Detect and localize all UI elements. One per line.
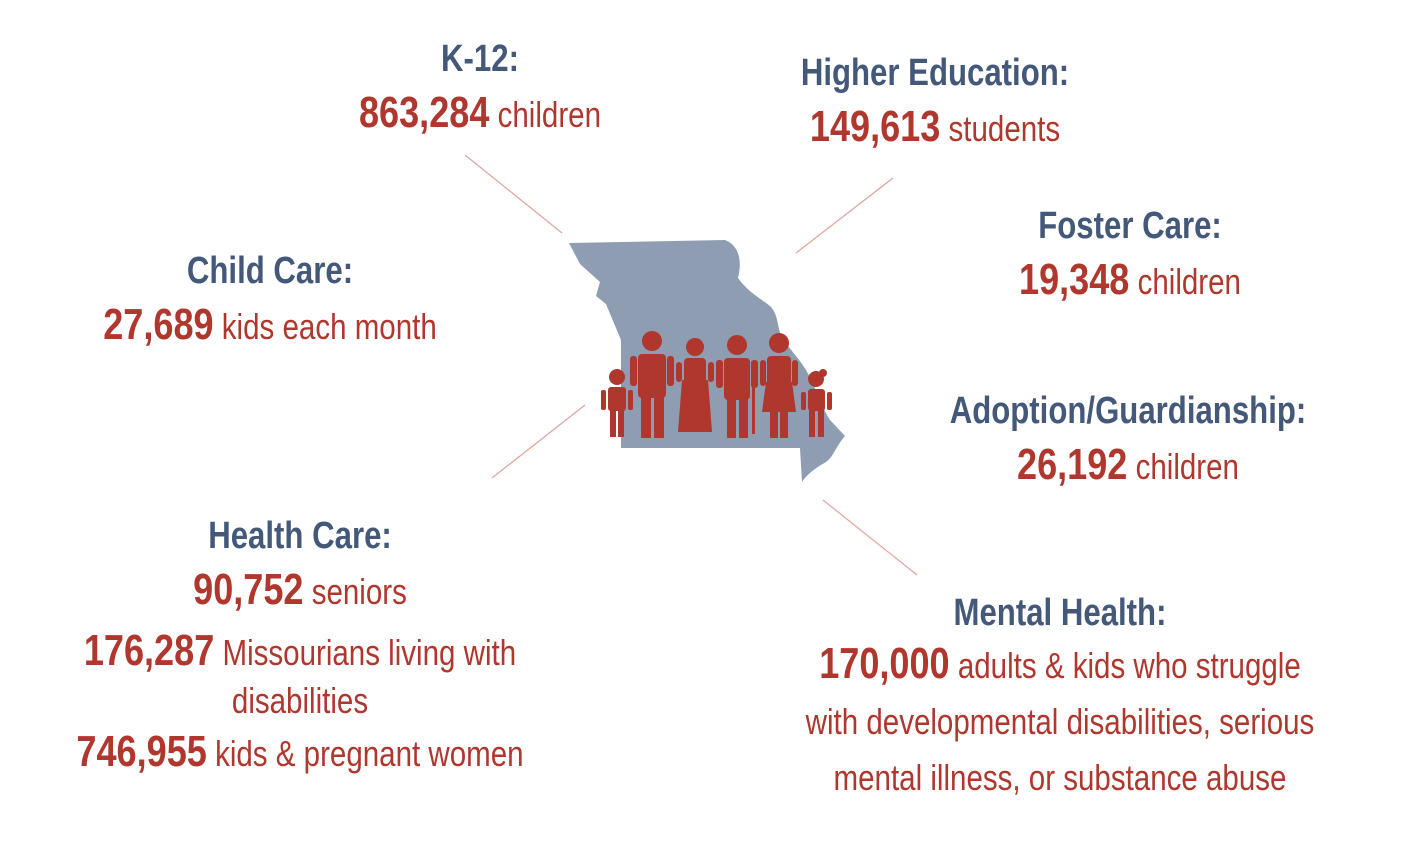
health-care-section: Health Care: 90,752 seniors 176,287 Miss… (20, 513, 580, 785)
higher-education-text: students (948, 108, 1061, 149)
health-care-kids: 746,955 kids & pregnant women (70, 721, 529, 785)
connector-child-care (491, 404, 586, 479)
foster-care-stat: 19,348 children (991, 249, 1270, 313)
adoption-text: children (1135, 446, 1239, 487)
child-care-section: Child Care: 27,689 kids each month (60, 248, 480, 358)
kids-text: kids & pregnant women (215, 733, 524, 774)
higher-education-section: Higher Education: 149,613 students (735, 50, 1135, 160)
health-care-disabilities: 176,287 Missourians living with (70, 623, 529, 681)
adoption-number: 26,192 (1017, 440, 1128, 489)
seniors-text: seniors (311, 571, 407, 612)
k12-heading: K-12: (441, 38, 519, 80)
health-care-seniors: 90,752 seniors (70, 559, 529, 623)
connector-mental-health (822, 499, 918, 576)
kids-number: 746,955 (76, 727, 207, 776)
foster-care-heading: Foster Care: (1038, 205, 1222, 247)
missouri-map-icon (569, 240, 845, 482)
k12-text: children (497, 94, 602, 135)
mental-health-stat: 170,000 adults & kids who struggle (798, 636, 1323, 694)
connector-higher-ed (795, 177, 894, 254)
health-care-heading: Health Care: (208, 515, 392, 557)
higher-education-number: 149,613 (809, 102, 941, 151)
mental-health-section: Mental Health: 170,000 adults & kids who… (740, 590, 1380, 806)
k12-stat: 863,284 children (357, 82, 603, 146)
family-silhouette-icon (601, 331, 832, 438)
child-care-number: 27,689 (103, 300, 214, 349)
adoption-stat: 26,192 children (939, 434, 1316, 498)
disabilities-number: 176,287 (83, 626, 215, 675)
foster-care-number: 19,348 (1019, 255, 1130, 304)
k12-section: K-12: 863,284 children (330, 36, 630, 146)
mental-health-text-line2: with developmental disabilities, serious (805, 701, 1315, 742)
higher-education-stat: 149,613 students (771, 96, 1099, 160)
disabilities-text: Missourians living with (222, 632, 517, 673)
adoption-heading: Adoption/Guardianship: (949, 390, 1307, 432)
health-care-disabilities-cont: disabilities (231, 680, 369, 721)
k12-number: 863,284 (358, 88, 490, 137)
mental-health-heading: Mental Health: (953, 592, 1167, 634)
mental-health-text-line3: mental illness, or substance abuse (833, 757, 1287, 798)
foster-care-text: children (1137, 261, 1241, 302)
mental-health-number: 170,000 (819, 639, 950, 688)
child-care-stat: 27,689 kids each month (98, 294, 442, 358)
mental-health-text: adults & kids who struggle (957, 645, 1301, 686)
foster-care-section: Foster Care: 19,348 children (960, 203, 1300, 313)
higher-education-heading: Higher Education: (800, 52, 1070, 94)
connector-k12 (464, 154, 563, 234)
child-care-text: kids each month (221, 306, 437, 347)
connector-lines (464, 154, 918, 576)
adoption-section: Adoption/Guardianship: 26,192 children (898, 388, 1358, 498)
seniors-number: 90,752 (193, 565, 304, 614)
child-care-heading: Child Care: (186, 250, 354, 292)
